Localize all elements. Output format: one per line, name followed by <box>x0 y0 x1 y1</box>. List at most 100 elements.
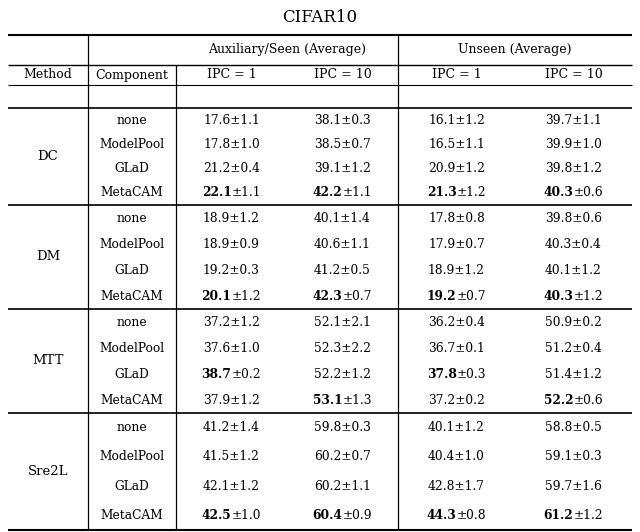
Text: 40.1±1.4: 40.1±1.4 <box>314 212 371 225</box>
Text: IPC = 10: IPC = 10 <box>545 69 602 81</box>
Text: ModelPool: ModelPool <box>99 451 164 463</box>
Text: Component: Component <box>95 69 168 81</box>
Text: 39.8±0.6: 39.8±0.6 <box>545 212 602 225</box>
Text: ±0.3: ±0.3 <box>456 368 486 380</box>
Text: ±1.2: ±1.2 <box>573 509 603 522</box>
Text: 60.4: 60.4 <box>312 509 342 522</box>
Text: none: none <box>116 315 147 328</box>
Text: 39.7±1.1: 39.7±1.1 <box>545 114 602 127</box>
Text: IPC = 10: IPC = 10 <box>314 69 371 81</box>
Text: 36.7±0.1: 36.7±0.1 <box>428 342 485 354</box>
Text: 39.1±1.2: 39.1±1.2 <box>314 162 371 175</box>
Text: 50.9±0.2: 50.9±0.2 <box>545 315 602 328</box>
Text: MetaCAM: MetaCAM <box>100 186 163 200</box>
Text: 38.1±0.3: 38.1±0.3 <box>314 114 371 127</box>
Text: 61.2: 61.2 <box>544 509 573 522</box>
Text: 36.2±0.4: 36.2±0.4 <box>428 315 485 328</box>
Text: ModelPool: ModelPool <box>99 138 164 151</box>
Text: 17.8±0.8: 17.8±0.8 <box>428 212 485 225</box>
Text: 22.1: 22.1 <box>202 186 232 200</box>
Text: 59.8±0.3: 59.8±0.3 <box>314 421 371 434</box>
Text: GLaD: GLaD <box>115 368 149 380</box>
Text: 44.3: 44.3 <box>427 509 456 522</box>
Text: 51.4±1.2: 51.4±1.2 <box>545 368 602 380</box>
Text: 52.2: 52.2 <box>544 394 573 406</box>
Text: ±1.0: ±1.0 <box>232 509 261 522</box>
Text: 16.1±1.2: 16.1±1.2 <box>428 114 485 127</box>
Text: 40.6±1.1: 40.6±1.1 <box>314 237 371 251</box>
Text: 18.9±1.2: 18.9±1.2 <box>203 212 260 225</box>
Text: ±0.8: ±0.8 <box>456 509 486 522</box>
Text: GLaD: GLaD <box>115 162 149 175</box>
Text: 16.5±1.1: 16.5±1.1 <box>428 138 485 151</box>
Text: Auxiliary/Seen (Average): Auxiliary/Seen (Average) <box>208 44 366 56</box>
Text: 39.9±1.0: 39.9±1.0 <box>545 138 602 151</box>
Text: 40.1±1.2: 40.1±1.2 <box>545 263 602 277</box>
Text: MTT: MTT <box>32 354 64 368</box>
Text: none: none <box>116 212 147 225</box>
Text: Unseen (Average): Unseen (Average) <box>458 44 572 56</box>
Text: 52.3±2.2: 52.3±2.2 <box>314 342 371 354</box>
Text: IPC = 1: IPC = 1 <box>207 69 257 81</box>
Text: 18.9±0.9: 18.9±0.9 <box>203 237 260 251</box>
Text: 42.8±1.7: 42.8±1.7 <box>428 480 485 493</box>
Text: 59.1±0.3: 59.1±0.3 <box>545 451 602 463</box>
Text: DM: DM <box>36 251 60 263</box>
Text: 40.3: 40.3 <box>543 186 573 200</box>
Text: ±0.7: ±0.7 <box>342 289 372 303</box>
Text: 19.2: 19.2 <box>427 289 456 303</box>
Text: ±1.1: ±1.1 <box>232 186 261 200</box>
Text: 37.6±1.0: 37.6±1.0 <box>203 342 260 354</box>
Text: ±0.9: ±0.9 <box>342 509 372 522</box>
Text: 20.9±1.2: 20.9±1.2 <box>428 162 485 175</box>
Text: IPC = 1: IPC = 1 <box>431 69 481 81</box>
Text: 17.9±0.7: 17.9±0.7 <box>428 237 485 251</box>
Text: 40.3±0.4: 40.3±0.4 <box>545 237 602 251</box>
Text: 41.2±0.5: 41.2±0.5 <box>314 263 371 277</box>
Text: ModelPool: ModelPool <box>99 237 164 251</box>
Text: 38.7: 38.7 <box>202 368 232 380</box>
Text: none: none <box>116 421 147 434</box>
Text: 60.2±0.7: 60.2±0.7 <box>314 451 371 463</box>
Text: 52.2±1.2: 52.2±1.2 <box>314 368 371 380</box>
Text: ModelPool: ModelPool <box>99 342 164 354</box>
Text: 37.9±1.2: 37.9±1.2 <box>203 394 260 406</box>
Text: ±1.2: ±1.2 <box>456 186 486 200</box>
Text: 20.1: 20.1 <box>202 289 232 303</box>
Text: 41.5±1.2: 41.5±1.2 <box>203 451 260 463</box>
Text: ±0.6: ±0.6 <box>573 186 603 200</box>
Text: ±1.3: ±1.3 <box>342 394 372 406</box>
Text: Sre2L: Sre2L <box>28 465 68 478</box>
Text: 60.2±1.1: 60.2±1.1 <box>314 480 371 493</box>
Text: ±0.7: ±0.7 <box>456 289 486 303</box>
Text: ±1.1: ±1.1 <box>342 186 372 200</box>
Text: MetaCAM: MetaCAM <box>100 394 163 406</box>
Text: 51.2±0.4: 51.2±0.4 <box>545 342 602 354</box>
Text: DC: DC <box>38 150 58 163</box>
Text: 40.1±1.2: 40.1±1.2 <box>428 421 485 434</box>
Text: none: none <box>116 114 147 127</box>
Text: Method: Method <box>24 69 72 81</box>
Text: 19.2±0.3: 19.2±0.3 <box>203 263 260 277</box>
Text: 38.5±0.7: 38.5±0.7 <box>314 138 371 151</box>
Text: 59.7±1.6: 59.7±1.6 <box>545 480 602 493</box>
Text: CIFAR10: CIFAR10 <box>282 10 358 27</box>
Text: 42.3: 42.3 <box>313 289 342 303</box>
Text: 40.3: 40.3 <box>543 289 573 303</box>
Text: 17.8±1.0: 17.8±1.0 <box>203 138 260 151</box>
Text: MetaCAM: MetaCAM <box>100 509 163 522</box>
Text: ±1.2: ±1.2 <box>573 289 603 303</box>
Text: 39.8±1.2: 39.8±1.2 <box>545 162 602 175</box>
Text: MetaCAM: MetaCAM <box>100 289 163 303</box>
Text: 41.2±1.4: 41.2±1.4 <box>203 421 260 434</box>
Text: 52.1±2.1: 52.1±2.1 <box>314 315 371 328</box>
Text: 37.2±0.2: 37.2±0.2 <box>428 394 485 406</box>
Text: 42.1±1.2: 42.1±1.2 <box>203 480 260 493</box>
Text: 21.2±0.4: 21.2±0.4 <box>203 162 260 175</box>
Text: ±0.6: ±0.6 <box>573 394 603 406</box>
Text: ±0.2: ±0.2 <box>232 368 261 380</box>
Text: 17.6±1.1: 17.6±1.1 <box>203 114 260 127</box>
Text: 37.8: 37.8 <box>427 368 456 380</box>
Text: 42.2: 42.2 <box>313 186 342 200</box>
Text: 42.5: 42.5 <box>202 509 232 522</box>
